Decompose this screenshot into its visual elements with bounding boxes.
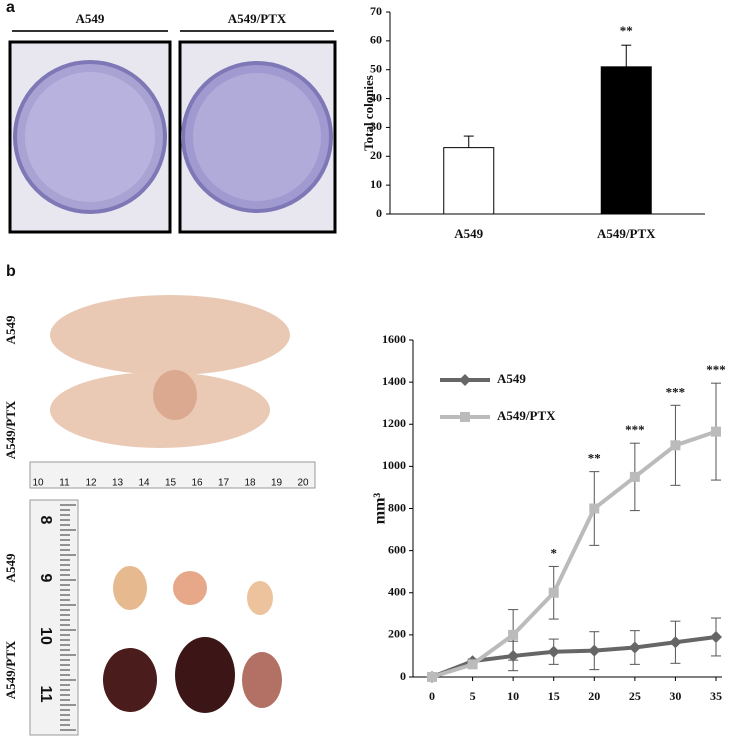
x-tick-label: 0 — [429, 689, 435, 703]
marker — [710, 630, 722, 643]
significance: ** — [588, 451, 601, 466]
legend-label: A549 — [497, 371, 526, 386]
marker — [629, 471, 640, 482]
significance: *** — [625, 422, 645, 437]
marker — [508, 629, 519, 640]
ruler-number: 13 — [112, 478, 124, 489]
y-tick-label: 20 — [370, 148, 382, 162]
legend-label: A549/PTX — [497, 408, 556, 423]
y-tick-label: 800 — [388, 500, 406, 514]
marker — [459, 374, 471, 386]
x-tick-label: A549/PTX — [597, 226, 656, 241]
marker — [588, 644, 601, 657]
ruler-number: 14 — [138, 478, 150, 489]
mouse-label: A549/PTX — [3, 400, 18, 459]
tumors-photo: 8 9 10 11 A549 A549/PTX — [3, 499, 282, 736]
significance: * — [550, 545, 557, 560]
marker — [427, 672, 437, 682]
plate-label: A549/PTX — [228, 11, 287, 26]
panel-label: b — [6, 263, 16, 280]
ruler-number: 18 — [244, 478, 256, 489]
y-tick-label: 400 — [388, 585, 406, 599]
x-tick-label: 35 — [710, 689, 722, 703]
panel-label: a — [6, 0, 15, 16]
ruler-number: 16 — [191, 478, 203, 489]
x-tick-label: 5 — [470, 689, 476, 703]
x-tick-label: 15 — [548, 689, 560, 703]
ruler-number: 19 — [271, 478, 283, 489]
ruler-number: 9 — [37, 574, 54, 583]
significance: *** — [666, 384, 686, 399]
x-tick-label: 30 — [669, 689, 681, 703]
marker — [628, 641, 641, 654]
y-tick-label: 600 — [388, 542, 406, 556]
significance: *** — [706, 362, 726, 377]
tumor-label: A549/PTX — [3, 640, 18, 699]
marker — [547, 645, 560, 658]
marker — [548, 587, 559, 598]
plates-photo: A549 A549/PTX — [8, 11, 337, 234]
ruler-number: 15 — [165, 478, 177, 489]
ruler-number: 20 — [297, 478, 309, 489]
x-tick-label: 20 — [588, 689, 600, 703]
y-tick-label: 0 — [400, 669, 406, 683]
tumor-label: A549 — [3, 553, 18, 582]
ruler-number: 17 — [218, 478, 230, 489]
ruler-number: 8 — [37, 516, 54, 525]
y-tick-label: 1200 — [382, 416, 406, 430]
y-tick-label: 50 — [370, 61, 382, 75]
x-tick-label: 25 — [629, 689, 641, 703]
bar — [600, 66, 652, 215]
y-tick-label: 200 — [388, 627, 406, 641]
y-tick-label: 30 — [370, 119, 382, 133]
x-tick-label: 10 — [507, 689, 519, 703]
y-tick-label: 1000 — [382, 458, 406, 472]
marker — [460, 412, 470, 422]
ruler-number: 12 — [85, 478, 97, 489]
marker — [467, 659, 478, 670]
ruler-number: 10 — [37, 627, 54, 645]
y-tick-label: 60 — [370, 33, 382, 47]
ruler-number: 11 — [37, 686, 54, 703]
y-tick-label: 70 — [370, 4, 382, 18]
bar — [443, 147, 495, 215]
y-tick-label: 0 — [376, 206, 382, 220]
y-axis-label: Total colonies — [361, 75, 376, 151]
marker — [670, 440, 681, 451]
y-tick-label: 1400 — [382, 374, 406, 388]
mouse-label: A549 — [3, 315, 18, 344]
series-line — [431, 429, 717, 679]
marker — [589, 503, 600, 514]
plate-label: A549 — [76, 11, 105, 26]
ruler-number: 10 — [32, 478, 44, 489]
y-tick-label: 40 — [370, 90, 382, 104]
x-tick-label: A549 — [454, 226, 483, 241]
marker — [507, 649, 520, 662]
ruler-number: 11 — [59, 478, 70, 489]
y-tick-label: 10 — [370, 177, 382, 191]
marker — [711, 426, 721, 437]
y-tick-label: 1600 — [382, 332, 406, 346]
significance: ** — [620, 23, 633, 38]
mice-photo: 10 11 12 13 14 15 16 17 18 19 20 A549 A549/PTX — [3, 295, 316, 489]
marker — [669, 636, 682, 649]
y-axis-label: mm³ — [372, 493, 389, 525]
